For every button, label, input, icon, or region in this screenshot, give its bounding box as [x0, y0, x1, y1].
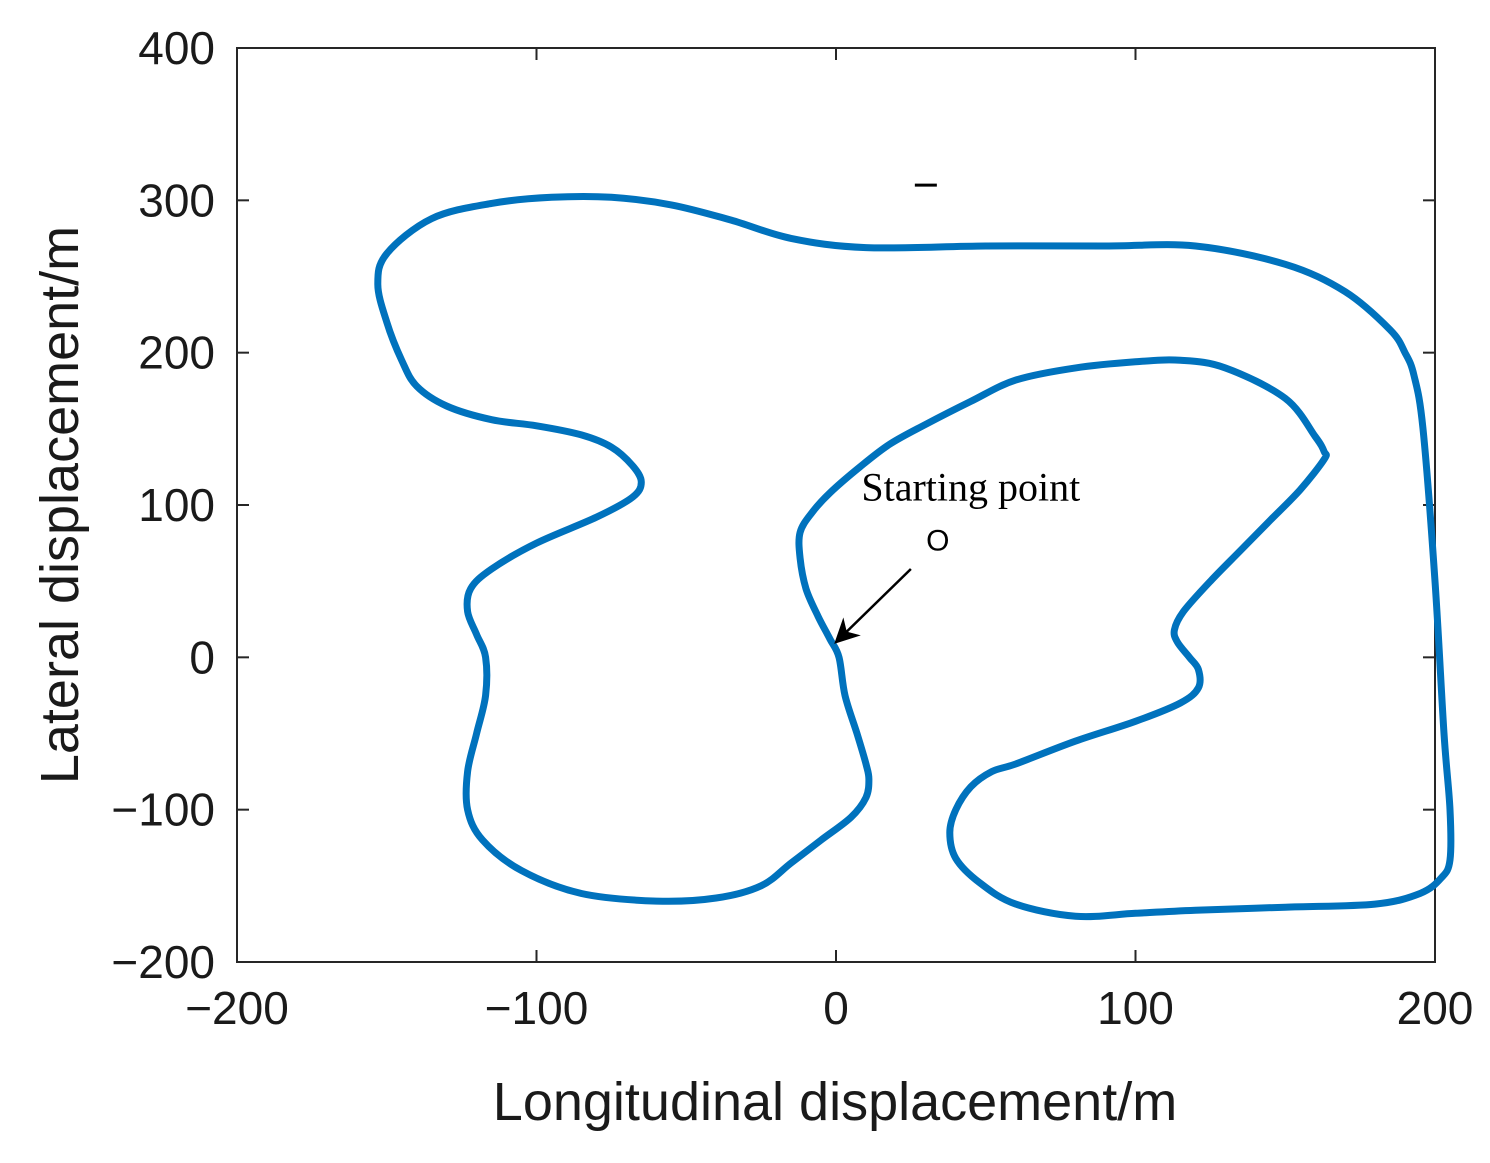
- series-layer: [374, 192, 1455, 921]
- y-tick-label: 0: [189, 631, 215, 683]
- y-tick-label: 100: [138, 479, 215, 531]
- axes: −200 −100 0 100 200 −200 −100 0 100 200 300 400: [111, 22, 1473, 1034]
- x-tick-label: −200: [185, 982, 289, 1034]
- y-axis-label: Lateral displacement/m: [30, 226, 90, 784]
- y-tick-label: 200: [138, 327, 215, 379]
- starting-point-arrow: [834, 568, 912, 644]
- x-axis-label: Longitudinal displacement/m: [493, 1072, 1177, 1132]
- y-tick-label: 400: [138, 22, 215, 74]
- x-tick-label: 200: [1397, 982, 1474, 1034]
- x-tick-label: −100: [485, 982, 589, 1034]
- annotation-layer: Starting point O: [834, 183, 1080, 644]
- starting-point-marker: O: [926, 525, 949, 558]
- y-tick-label: −100: [111, 784, 215, 836]
- x-tick-label: 100: [1097, 982, 1174, 1034]
- starting-point-label: Starting point: [861, 464, 1080, 509]
- y-tick-label: 300: [138, 174, 215, 226]
- trajectory-line: [374, 192, 1455, 921]
- y-tick-label: −200: [111, 936, 215, 988]
- x-tick-label: 0: [823, 982, 849, 1034]
